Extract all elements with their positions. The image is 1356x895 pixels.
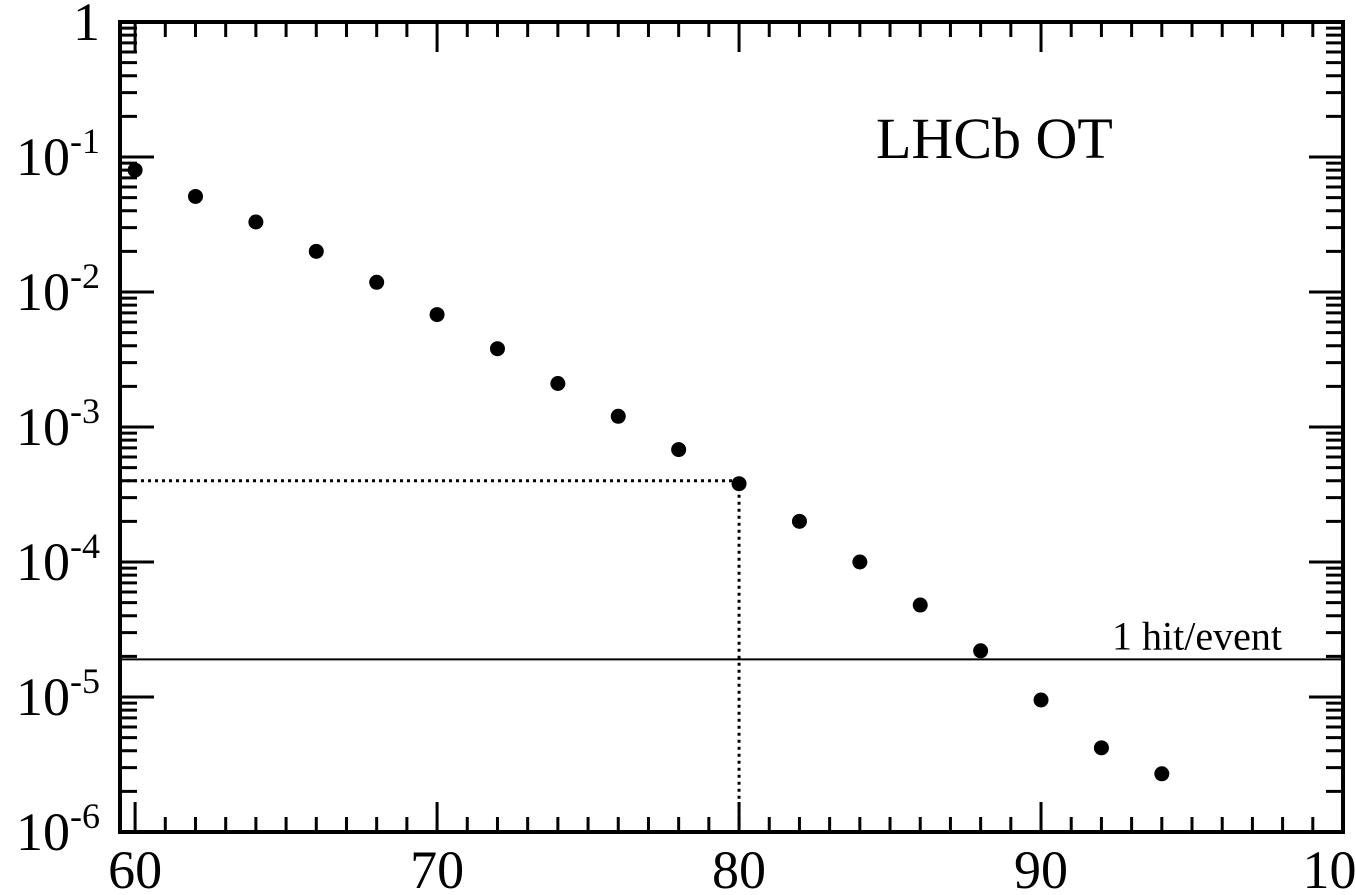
x-tick-label: 70: [410, 840, 464, 895]
data-point: [1033, 692, 1049, 708]
data-point: [489, 341, 505, 357]
data-point: [127, 162, 143, 178]
data-point: [912, 597, 928, 613]
x-tick-label: 80: [712, 840, 766, 895]
x-tick-labels: 60 70 80 90 100: [108, 840, 1356, 895]
data-points: [127, 162, 1170, 782]
data-point: [429, 307, 445, 323]
data-point: [973, 643, 989, 659]
y-tick-label: 10-5: [16, 661, 100, 727]
data-point: [852, 554, 868, 570]
y-tick-label: 10-1: [16, 121, 100, 187]
data-point: [610, 408, 626, 424]
tick-marks: [120, 20, 1345, 834]
data-point: [187, 188, 203, 204]
data-point: [248, 214, 264, 230]
plot-frame: [118, 20, 1345, 834]
reference-lines: [120, 479, 1343, 832]
data-point: [550, 376, 566, 392]
y-tick-label: 10-6: [16, 796, 100, 862]
data-point: [1093, 740, 1109, 756]
data-point: [671, 442, 687, 458]
x-tick-label: 60: [108, 840, 162, 895]
lhcb-ot-label: LHCb OT: [876, 106, 1113, 171]
data-point: [1154, 766, 1170, 782]
data-point: [731, 476, 747, 492]
x-tick-label: 100: [1303, 840, 1356, 895]
one-hit-per-event-label: 1 hit/event: [1112, 613, 1282, 658]
y-tick-label: 10-4: [16, 526, 100, 592]
y-tick-label: 10-3: [16, 391, 100, 457]
data-point: [308, 243, 324, 259]
y-tick-label: 10-2: [16, 256, 100, 322]
data-point: [369, 274, 385, 290]
y-tick-label: 1: [73, 0, 100, 52]
data-point: [791, 513, 807, 529]
x-tick-label: 90: [1014, 840, 1068, 895]
y-tick-labels: 1 10-1 10-2 10-3 10-4 10-5 10-6: [16, 0, 100, 862]
